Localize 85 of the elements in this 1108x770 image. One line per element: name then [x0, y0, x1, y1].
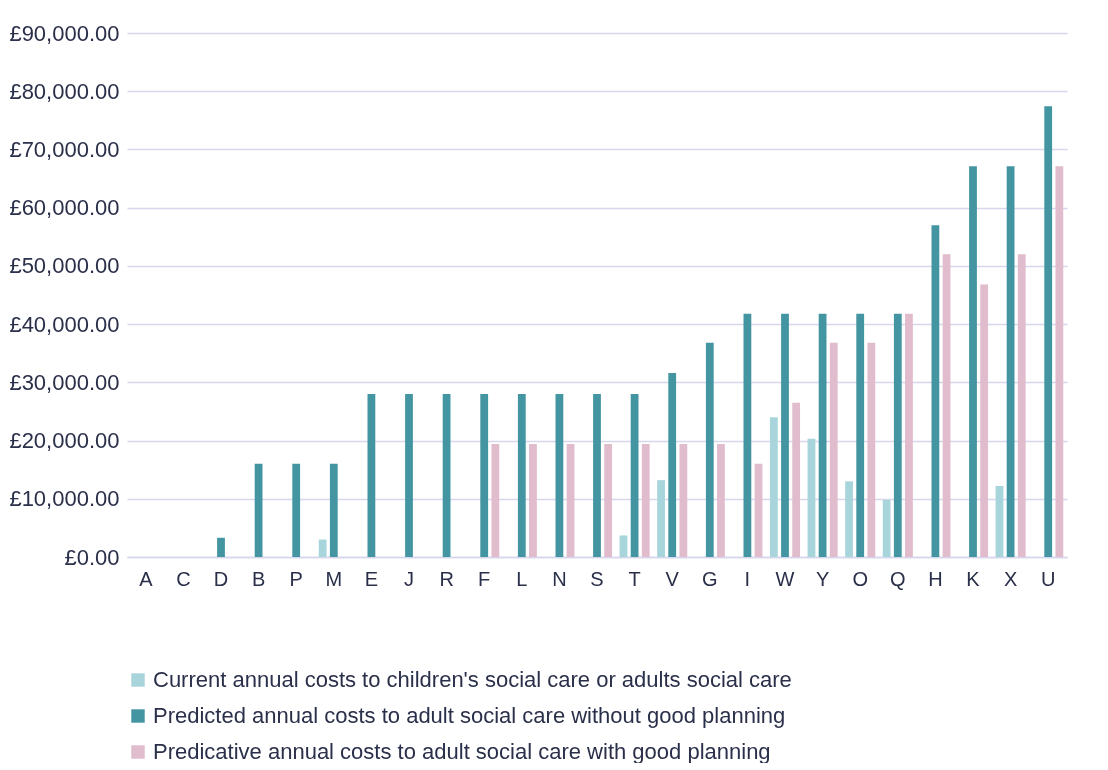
bar: [593, 393, 601, 557]
bar: [641, 444, 650, 557]
y-tick-label: £40,000.00: [9, 311, 120, 337]
x-tick-label: A: [139, 567, 154, 590]
x-tick-label: U: [1040, 567, 1056, 590]
bar: [980, 284, 989, 557]
bar: [754, 463, 763, 557]
legend-label: Predicative annual costs to adult social care with good planning: [153, 739, 771, 764]
legend-label: Current annual costs to children's social care or adults social care: [153, 667, 792, 692]
bar: [367, 393, 376, 557]
bar: [792, 402, 801, 557]
bar: [845, 481, 853, 557]
bar: [1006, 166, 1015, 557]
x-tick-label: B: [251, 567, 266, 590]
x-tick-label: W: [775, 567, 795, 590]
y-tick-label: £10,000.00: [9, 486, 120, 512]
x-tick-label: I: [744, 567, 751, 590]
bar: [743, 313, 752, 557]
x-tick-label: F: [478, 567, 491, 590]
bar: [480, 393, 489, 557]
bar: [867, 342, 876, 557]
x-tick-label: P: [289, 567, 303, 590]
x-tick-label: Q: [890, 567, 906, 590]
bar: [254, 463, 263, 557]
x-tick-label: J: [404, 567, 414, 590]
x-tick-label: T: [628, 567, 641, 590]
bar: [630, 393, 639, 557]
x-tick-label: E: [364, 567, 379, 590]
x-tick-label: G: [702, 567, 718, 590]
bar: [679, 444, 688, 557]
bar: [604, 444, 613, 557]
y-tick-label: £0.00: [64, 544, 120, 570]
bar: [1017, 254, 1026, 557]
bar: [781, 313, 789, 557]
x-tick-label: C: [176, 567, 191, 590]
bar: [442, 393, 451, 557]
x-tick-label: L: [516, 567, 528, 590]
bar: [882, 499, 891, 557]
x-tick-label: M: [325, 567, 343, 590]
x-tick-label: S: [590, 567, 604, 590]
x-tick-label: O: [852, 567, 868, 590]
bar: [769, 417, 778, 557]
y-tick-label: £70,000.00: [9, 136, 120, 162]
bar: [995, 485, 1004, 557]
bar: [529, 444, 537, 557]
bar: [405, 393, 413, 557]
x-tick-label: D: [213, 567, 229, 590]
y-tick-label: £60,000.00: [9, 195, 120, 221]
bar: [491, 444, 500, 557]
bar: [292, 463, 301, 557]
bar: [1055, 166, 1064, 557]
bar: [829, 342, 838, 557]
bar: [705, 342, 714, 557]
bar: [657, 480, 665, 557]
bar: [969, 166, 977, 557]
y-tick-label: £20,000.00: [9, 428, 120, 454]
bar: [517, 393, 526, 557]
x-tick-label: X: [1003, 567, 1018, 590]
x-tick-label: R: [439, 567, 454, 590]
bar: [555, 393, 564, 557]
y-tick-label: £50,000.00: [9, 253, 120, 279]
bar: [619, 535, 628, 557]
bar: [893, 313, 902, 557]
x-tick-label: V: [665, 567, 680, 590]
bar: [329, 463, 338, 557]
bar: [318, 539, 327, 557]
bar: [807, 438, 816, 557]
bar: [217, 537, 225, 557]
bar: [717, 444, 725, 557]
bar: [856, 313, 865, 557]
bar: [1044, 106, 1053, 557]
bar: [818, 313, 827, 557]
bar: [931, 225, 940, 557]
bar: [905, 313, 913, 557]
legend-label: Predicted annual costs to adult social care without good planning: [153, 703, 786, 728]
x-tick-label: Y: [815, 567, 830, 590]
bar: [942, 254, 951, 557]
bar: [668, 373, 677, 557]
bar: [566, 444, 575, 557]
x-tick-label: N: [552, 567, 567, 590]
y-tick-label: £30,000.00: [9, 369, 120, 395]
x-tick-label: K: [966, 567, 981, 590]
y-tick-label: £80,000.00: [9, 78, 120, 104]
x-tick-label: H: [928, 567, 943, 590]
y-tick-label: £90,000.00: [9, 20, 120, 46]
